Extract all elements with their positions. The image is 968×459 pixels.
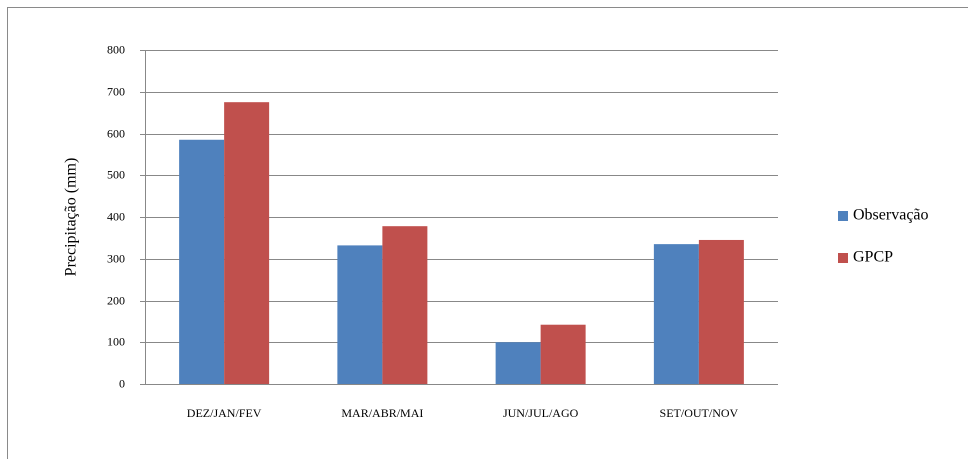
y-tick-label: 200 [107, 293, 125, 307]
y-tick-label: 500 [107, 167, 125, 181]
y-tick-label: 400 [107, 209, 125, 223]
y-tick-label: 800 [107, 42, 125, 56]
bar [540, 324, 586, 384]
y-tick-label: 600 [107, 126, 125, 140]
y-tick-label: 100 [107, 334, 125, 348]
x-tick-label: MAR/ABR/MAI [341, 406, 423, 420]
legend-swatch [838, 211, 848, 221]
legend-swatch [838, 253, 848, 263]
y-axis-label: Precipitação (mm) [63, 158, 80, 277]
x-tick-label: JUN/JUL/AGO [503, 406, 579, 420]
y-tick-label: 300 [107, 251, 125, 265]
x-tick-label: DEZ/JAN/FEV [187, 406, 262, 420]
y-tick-label: 700 [107, 84, 125, 98]
bar [179, 139, 225, 384]
legend-label: Observação [853, 207, 929, 224]
x-tick-label: SET/OUT/NOV [660, 406, 739, 420]
bar [382, 226, 428, 384]
legend-label: GPCP [853, 249, 893, 266]
bar [337, 245, 383, 384]
frame [7, 7, 968, 459]
bar [698, 239, 744, 384]
bar [653, 244, 699, 384]
bar [495, 342, 541, 384]
y-tick-label: 0 [119, 376, 125, 390]
bar [224, 102, 270, 384]
